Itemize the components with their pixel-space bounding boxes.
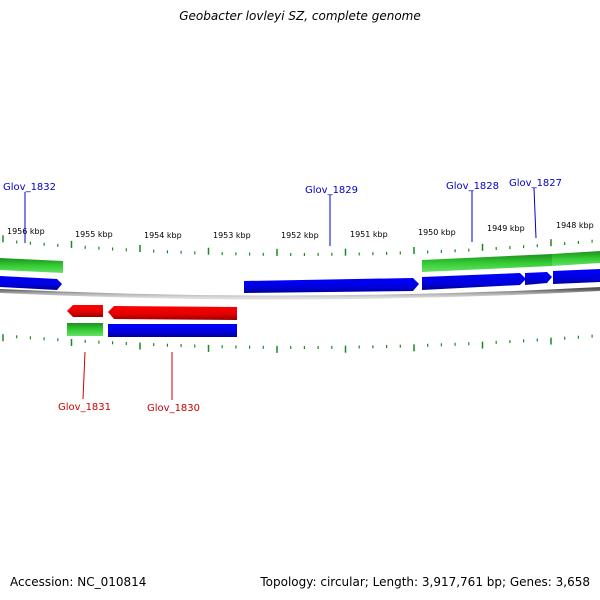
outer-ticks: [2, 235, 593, 256]
leader-glov-1831: [82, 351, 86, 400]
gene-feature-glov-1828[interactable]: [422, 254, 552, 272]
cds-arrow-glov-1828[interactable]: [422, 273, 526, 290]
gene-feature-glov-1827[interactable]: [552, 251, 600, 266]
cds-arrow-glov-1831[interactable]: [67, 305, 103, 317]
scale-label: 1951 kbp: [350, 230, 388, 239]
gene-label-glov-1828[interactable]: Glov_1828: [446, 181, 499, 192]
forward-cds-arrows: [0, 269, 600, 293]
gene-feature-glov-1831[interactable]: [67, 323, 103, 336]
reverse-features: [67, 305, 237, 337]
scale-label: 1948 kbp: [556, 221, 594, 230]
gene-labels: Glov_1832 Glov_1829 Glov_1828 Glov_1827 …: [3, 178, 562, 414]
cds-arrow-glov-1829[interactable]: [244, 278, 419, 293]
forward-gene-features: [0, 251, 600, 273]
scale-label: 1955 kbp: [75, 230, 113, 239]
genome-summary-text: Topology: circular; Length: 3,917,761 bp…: [260, 575, 590, 589]
genome-backbone: [0, 287, 600, 300]
gene-label-glov-1830[interactable]: Glov_1830: [147, 403, 200, 414]
scale-label: 1952 kbp: [281, 231, 319, 240]
cds-block-glov-1830[interactable]: [108, 324, 237, 337]
scale-label: 1954 kbp: [144, 231, 182, 240]
gene-label-glov-1831[interactable]: Glov_1831: [58, 402, 111, 413]
cds-arrow-glov-1827-a[interactable]: [525, 272, 552, 285]
inner-ticks: [2, 334, 593, 353]
accession-text: Accession: NC_010814: [10, 575, 147, 589]
gene-label-leaders: [24, 187, 537, 400]
gene-label-glov-1829[interactable]: Glov_1829: [305, 185, 358, 196]
gene-label-glov-1827[interactable]: Glov_1827: [509, 178, 562, 189]
map-title: Geobacter lovleyi SZ, complete genome: [179, 9, 421, 23]
scale-label: 1950 kbp: [418, 228, 456, 237]
scale-label: 1956 kbp: [7, 227, 45, 236]
scale-label: 1953 kbp: [213, 231, 251, 240]
cds-arrow-glov-1830[interactable]: [108, 306, 237, 320]
scale-labels: 1956 kbp 1955 kbp 1954 kbp 1953 kbp 1952…: [7, 221, 594, 240]
cds-arrow-glov-1832[interactable]: [0, 276, 62, 290]
gene-label-glov-1832[interactable]: Glov_1832: [3, 182, 56, 193]
scale-label: 1949 kbp: [487, 224, 525, 233]
gene-feature-glov-1832[interactable]: [0, 258, 63, 273]
leader-glov-1827: [533, 187, 537, 239]
cds-arrow-glov-1827-b[interactable]: [553, 269, 600, 284]
